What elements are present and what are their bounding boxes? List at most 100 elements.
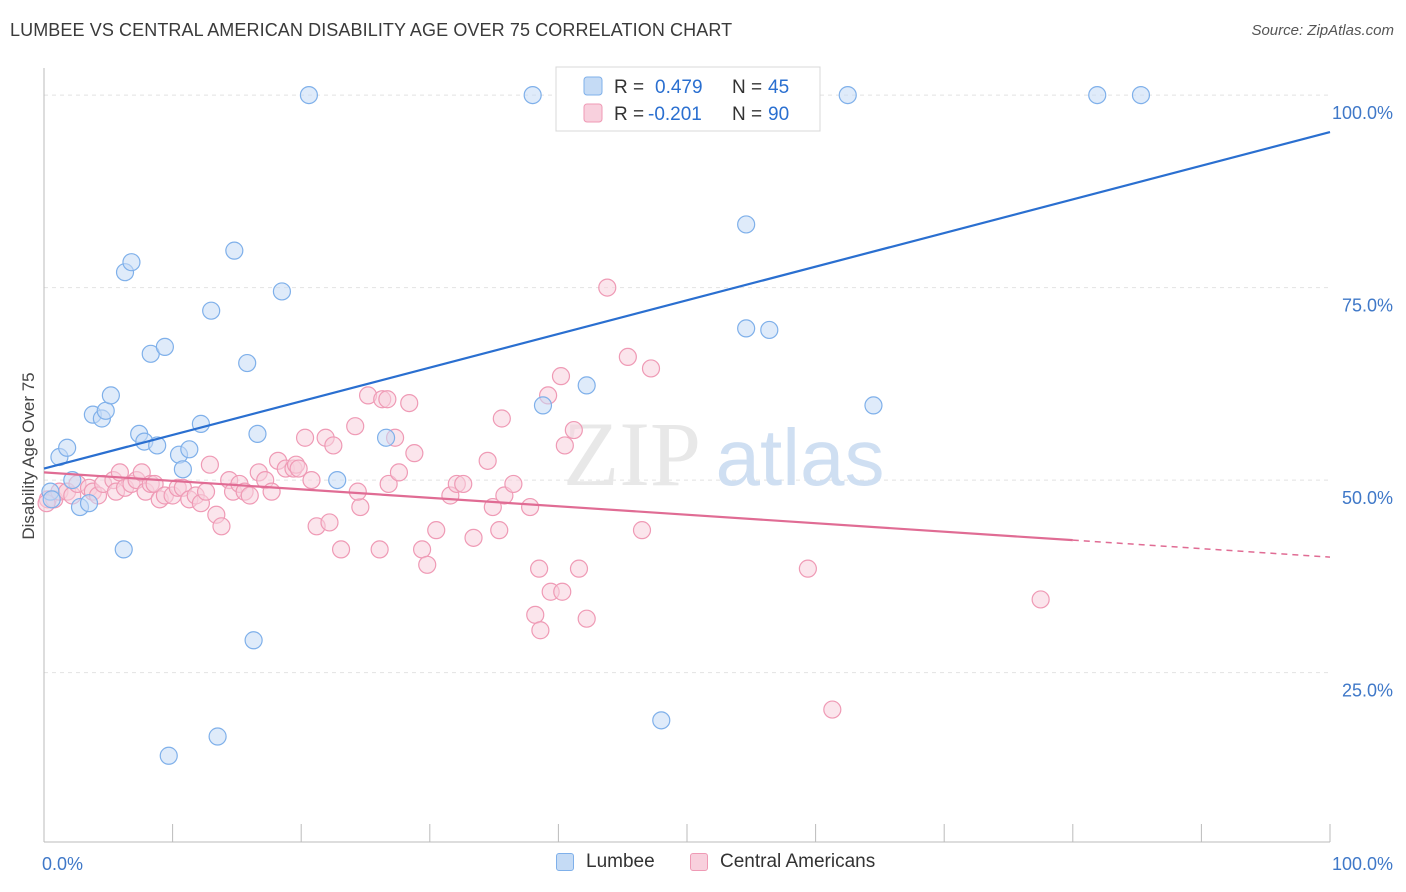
central-americans-point: [551, 367, 571, 386]
central-americans-point: [598, 278, 617, 297]
lumbee-point: [1088, 85, 1107, 105]
central-americans-point: [405, 444, 424, 463]
legend-n-label-lumbee: N =: [732, 77, 762, 98]
central-americans-point: [379, 474, 398, 494]
central-americans-point: [492, 409, 511, 428]
central-americans-point: [555, 436, 574, 455]
central-americans-point: [521, 497, 540, 517]
chart-title: LUMBEE VS CENTRAL AMERICAN DISABILITY AG…: [10, 20, 733, 40]
lumbee-trend-line: [43, 130, 1331, 470]
stats-legend: R = 0.479 N = 45 R = -0.201 N = 90: [555, 66, 821, 132]
lumbee-point: [523, 85, 542, 105]
legend-item-lumbee[interactable]: Lumbee: [556, 851, 655, 873]
legend-item-central-americans[interactable]: Central Americans: [690, 851, 875, 873]
lumbee-point: [202, 301, 221, 320]
central-americans-point: [490, 521, 509, 540]
lumbee-point: [148, 436, 167, 455]
lumbee-point: [63, 471, 82, 490]
central-americans-point: [531, 621, 550, 640]
y-tick-label: 25.0%: [1342, 681, 1393, 701]
central-americans-point: [378, 390, 397, 409]
central-americans-point: [427, 521, 446, 540]
lumbee-point: [122, 253, 141, 272]
central-americans-point: [346, 417, 365, 436]
central-americans-point: [351, 497, 370, 517]
lumbee-point: [96, 401, 115, 420]
lumbee-point: [42, 490, 61, 509]
central-americans-point: [295, 428, 315, 447]
central-americans-point: [389, 463, 409, 482]
central-americans-trend-line: [43, 471, 1073, 542]
lumbee-point: [114, 540, 133, 559]
lumbee-point: [208, 727, 227, 746]
lumbee-point: [79, 494, 99, 513]
lumbee-point: [328, 471, 347, 490]
central-americans-point: [618, 347, 637, 366]
central-americans-point: [526, 605, 545, 624]
lumbee-point: [101, 386, 120, 405]
central-americans-point: [212, 517, 231, 536]
central-americans-point: [823, 700, 842, 719]
central-americans-point: [302, 471, 321, 490]
legend-r-value-central-americans: -0.201: [648, 104, 702, 125]
lumbee-point: [577, 376, 596, 395]
central-americans-point: [289, 459, 308, 478]
watermark-zip: ZIP: [563, 403, 701, 505]
lumbee-points: [41, 85, 1151, 765]
lumbee-point: [238, 353, 257, 373]
lumbee-point: [533, 396, 553, 415]
y-tick-label: 100.0%: [1332, 103, 1393, 123]
central-americans-point: [454, 474, 473, 494]
legend-n-label-central-americans: N =: [732, 104, 762, 125]
legend-swatch-lumbee-bottom: [556, 853, 574, 871]
lumbee-point: [248, 424, 267, 443]
legend-swatch-central-americans-bottom: [690, 853, 708, 871]
central-americans-point: [196, 482, 216, 501]
central-americans-point: [569, 559, 589, 578]
y-tick-label: 75.0%: [1342, 296, 1393, 316]
central-americans-point: [412, 540, 432, 559]
central-americans-point: [641, 359, 661, 378]
central-americans-point: [331, 540, 351, 559]
lumbee-point: [244, 631, 263, 650]
central-americans-point: [324, 436, 343, 455]
lumbee-point: [1131, 85, 1151, 105]
central-americans-point: [553, 582, 572, 601]
lumbee-point: [376, 428, 396, 447]
central-americans-point: [564, 420, 583, 440]
lumbee-point: [299, 85, 319, 105]
central-americans-point: [200, 455, 219, 474]
central-americans-point: [1031, 590, 1050, 609]
central-americans-point: [320, 513, 339, 532]
lumbee-point: [737, 319, 756, 338]
central-americans-point: [798, 559, 817, 578]
central-americans-point: [240, 486, 259, 505]
central-americans-point: [262, 482, 281, 501]
central-americans-point: [530, 559, 549, 578]
central-americans-point: [370, 540, 389, 559]
central-americans-points: [37, 278, 1050, 719]
lumbee-point: [173, 460, 192, 479]
legend-swatch-lumbee: [583, 76, 603, 96]
lumbee-point: [159, 746, 178, 765]
central-americans-point: [504, 474, 523, 494]
y-tick-label: 50.0%: [1342, 488, 1393, 508]
legend-swatch-central-americans: [583, 103, 603, 123]
legend-label-central-americans: Central Americans: [720, 851, 876, 872]
x-tick-label-max: 100.0%: [1332, 854, 1393, 874]
lumbee-point: [864, 396, 883, 415]
lumbee-point: [838, 85, 857, 105]
central-americans-trend-extension: [1072, 539, 1331, 558]
lumbee-point: [155, 337, 174, 356]
legend-n-value-lumbee: 45: [768, 77, 789, 98]
lumbee-point: [760, 320, 779, 340]
central-americans-point: [418, 555, 437, 574]
lumbee-point: [272, 282, 292, 301]
lumbee-point: [737, 215, 756, 234]
series-legend: Lumbee Central Americans: [0, 851, 1406, 879]
central-americans-point: [632, 521, 652, 540]
trend-lines: [43, 130, 1331, 558]
legend-r-label-lumbee: R =: [614, 77, 644, 98]
central-americans-point: [464, 528, 483, 547]
